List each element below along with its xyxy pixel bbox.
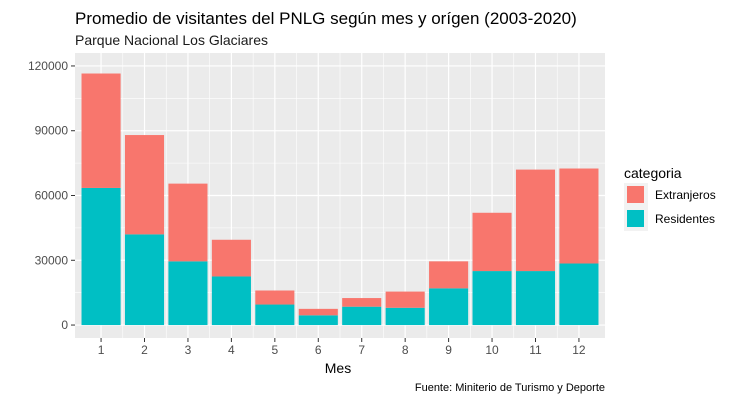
bar-residentes-mes-2 — [124, 234, 165, 326]
bar-residentes-mes-11 — [515, 271, 556, 326]
y-tick-label: 30000 — [35, 253, 69, 267]
x-axis: 1 2 3 4 5 6 7 8 9 10 11 12 — [98, 338, 586, 357]
bar-residentes-mes-8 — [385, 307, 425, 326]
bar-extranjeros-mes-3 — [168, 183, 208, 262]
bar-extranjeros-mes-8 — [385, 291, 425, 308]
x-tick-label: 12 — [572, 343, 586, 357]
x-tick-label: 3 — [185, 343, 192, 357]
bar-extranjeros-mes-5 — [255, 290, 295, 305]
x-tick-label: 4 — [228, 343, 235, 357]
bar-extranjeros-mes-6 — [298, 308, 338, 316]
bar-extranjeros-mes-7 — [342, 298, 382, 307]
legend-swatch-extranjeros — [627, 186, 644, 203]
y-tick-label: 120000 — [28, 59, 68, 73]
bar-residentes-mes-5 — [255, 304, 295, 326]
bar-extranjeros-mes-11 — [515, 169, 556, 272]
bar-extranjeros-mes-1 — [81, 73, 121, 188]
bar-extranjeros-mes-2 — [124, 135, 165, 235]
x-tick-label: 5 — [271, 343, 278, 357]
chart-caption: Fuente: Miniterio de Turismo y Deporte — [415, 382, 605, 394]
x-axis-title: Mes — [325, 360, 351, 376]
bars — [81, 73, 599, 326]
x-tick-label: 9 — [445, 343, 452, 357]
bar-extranjeros-mes-4 — [211, 239, 251, 277]
x-tick-label: 1 — [98, 343, 105, 357]
x-tick-label: 7 — [358, 343, 365, 357]
bar-residentes-mes-3 — [168, 261, 208, 326]
x-tick-label: 6 — [315, 343, 322, 357]
bar-residentes-mes-10 — [472, 271, 512, 326]
chart-title: Promedio de visitantes del PNLG según me… — [75, 9, 577, 28]
chart-subtitle: Parque Nacional Los Glaciares — [75, 32, 268, 48]
x-tick-label: 8 — [402, 343, 409, 357]
x-tick-label: 11 — [529, 343, 542, 357]
y-tick-label: 0 — [61, 318, 68, 332]
legend-title: categoria — [624, 165, 682, 181]
bar-extranjeros-mes-9 — [429, 261, 469, 289]
bar-extranjeros-mes-10 — [472, 212, 512, 272]
bar-extranjeros-mes-12 — [559, 168, 599, 264]
bar-residentes-mes-1 — [81, 187, 121, 326]
y-tick-label: 60000 — [35, 189, 69, 203]
bar-residentes-mes-7 — [342, 306, 382, 326]
x-tick-label: 2 — [141, 343, 148, 357]
y-axis: 0 30000 60000 90000 120000 — [28, 59, 75, 332]
legend-label-extranjeros: Extranjeros — [655, 188, 716, 202]
bar-residentes-mes-6 — [298, 315, 338, 326]
bar-residentes-mes-4 — [211, 276, 251, 326]
legend: categoria Extranjeros Residentes — [624, 165, 716, 231]
legend-label-residentes: Residentes — [655, 212, 715, 226]
bar-residentes-mes-12 — [559, 263, 599, 326]
bar-residentes-mes-9 — [429, 288, 469, 326]
x-tick-label: 10 — [485, 343, 499, 357]
y-tick-label: 90000 — [35, 124, 69, 138]
legend-swatch-residentes — [627, 210, 644, 227]
